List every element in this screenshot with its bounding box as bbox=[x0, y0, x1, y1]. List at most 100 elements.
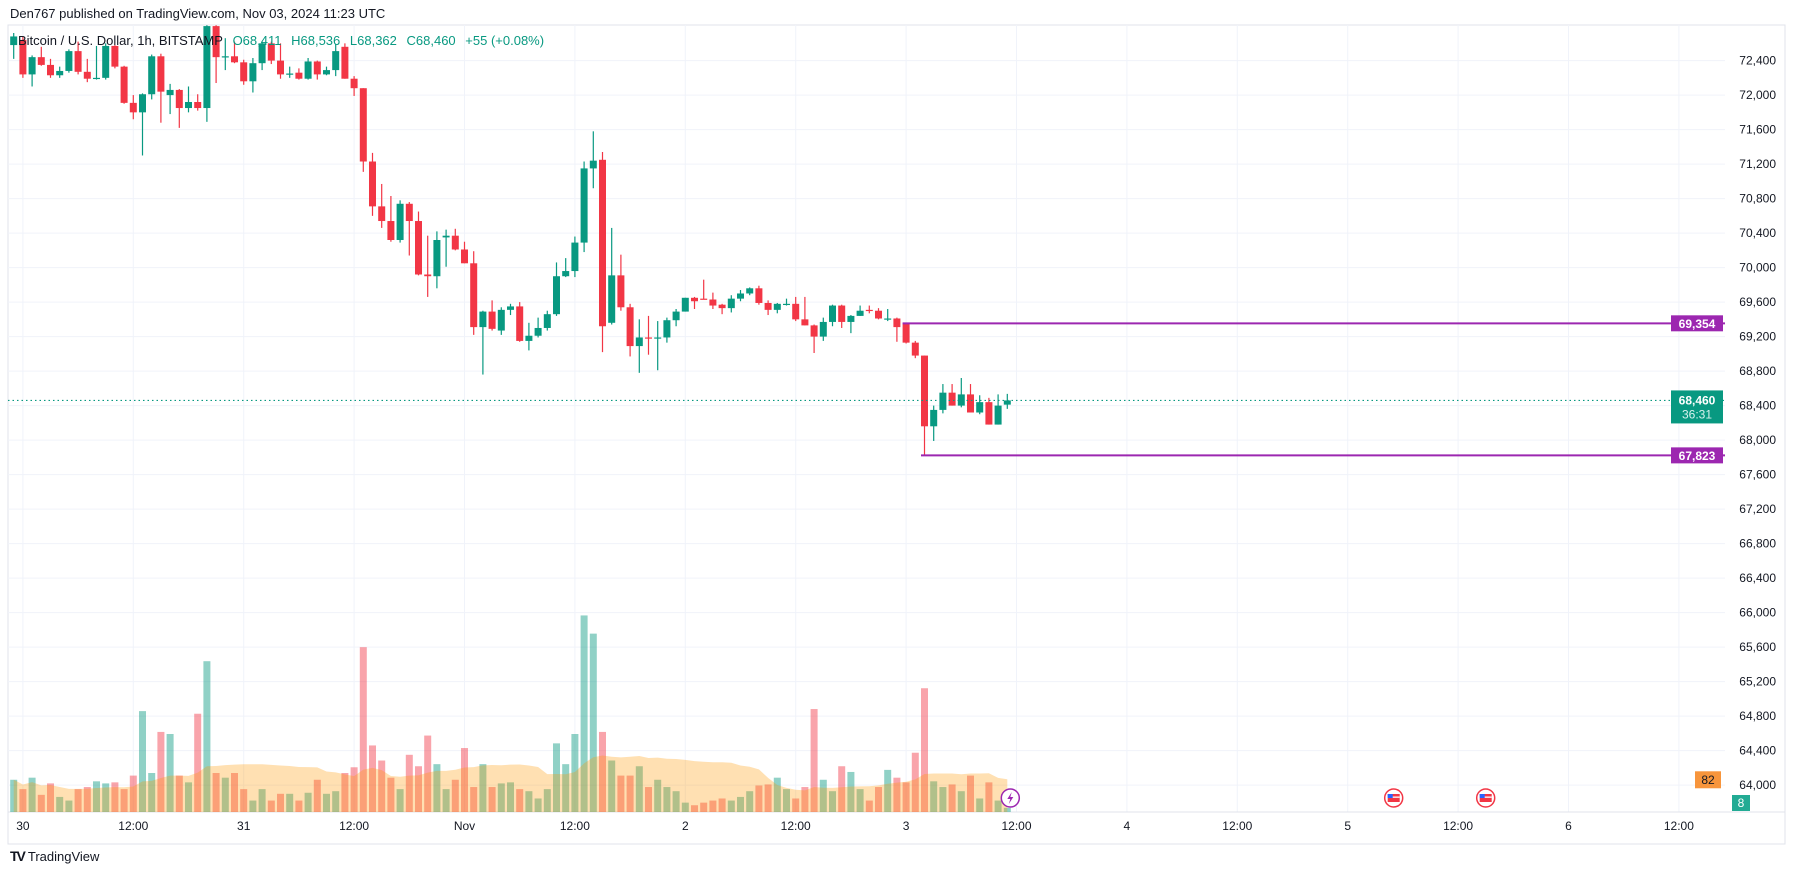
volume-bar bbox=[792, 798, 800, 812]
candle bbox=[451, 228, 459, 251]
volume-bar bbox=[553, 743, 560, 812]
candle-body bbox=[470, 263, 478, 328]
tradingview-logo[interactable]: TV TradingView bbox=[10, 848, 99, 864]
volume-ma-area bbox=[13, 755, 1008, 812]
x-tick-label: Nov bbox=[454, 819, 475, 833]
y-tick-label: 65,600 bbox=[1739, 640, 1776, 654]
us-flag-icon[interactable] bbox=[1383, 788, 1404, 808]
candle bbox=[111, 45, 119, 69]
candle-body bbox=[884, 318, 892, 320]
volume-bar bbox=[111, 782, 119, 812]
tradingview-logo-icon: TV bbox=[10, 848, 26, 864]
candle bbox=[755, 285, 763, 305]
volume-bar bbox=[654, 779, 662, 812]
candle bbox=[856, 305, 864, 316]
volume-bar bbox=[1003, 807, 1011, 812]
volume-bar bbox=[396, 789, 404, 812]
volume-bar bbox=[718, 798, 726, 812]
volume-bar bbox=[571, 734, 579, 812]
candle-body bbox=[764, 302, 772, 310]
volume-bar bbox=[994, 800, 1002, 812]
candle-body bbox=[773, 303, 781, 310]
candle bbox=[810, 324, 818, 353]
volume-bar bbox=[295, 800, 303, 812]
candle-body bbox=[304, 61, 312, 79]
candle bbox=[654, 321, 662, 371]
volume-bar bbox=[488, 787, 496, 812]
volume-bar bbox=[341, 773, 349, 812]
y-tick-label: 64,400 bbox=[1739, 744, 1776, 758]
candle bbox=[645, 315, 652, 355]
candle bbox=[571, 236, 579, 278]
volume-bar bbox=[166, 734, 174, 812]
volume-bar bbox=[249, 800, 257, 812]
volume-bar bbox=[240, 789, 248, 812]
volume-bar bbox=[139, 711, 146, 812]
candle bbox=[323, 66, 330, 76]
candle-body bbox=[451, 235, 459, 250]
candle-body bbox=[424, 274, 432, 277]
volume-bar bbox=[902, 782, 910, 812]
candle-body bbox=[709, 299, 717, 306]
candle bbox=[175, 89, 183, 128]
level-badge bbox=[1671, 447, 1723, 464]
candle bbox=[405, 202, 413, 256]
x-tick-label: 12:00 bbox=[1222, 819, 1252, 833]
us-flag-icon[interactable] bbox=[1475, 788, 1496, 808]
candle bbox=[764, 300, 772, 316]
volume-bar bbox=[221, 777, 229, 812]
volume-bar bbox=[258, 789, 266, 812]
candle-body bbox=[157, 56, 165, 92]
candle-body bbox=[700, 298, 708, 300]
y-tick-label: 71,600 bbox=[1739, 123, 1776, 137]
candle bbox=[497, 307, 505, 335]
symbol-name[interactable]: Bitcoin / U.S. Dollar, 1h, BITSTAMP bbox=[18, 33, 223, 48]
candle bbox=[212, 25, 220, 84]
volume-bar bbox=[985, 782, 993, 812]
volume-bar bbox=[332, 791, 340, 812]
candle-body bbox=[47, 64, 54, 76]
candle bbox=[985, 397, 993, 425]
y-tick-label: 70,800 bbox=[1739, 192, 1776, 206]
candle-body bbox=[599, 159, 606, 327]
candle bbox=[939, 384, 947, 414]
volume-bar bbox=[847, 771, 855, 812]
candle-body bbox=[838, 305, 846, 322]
candle bbox=[378, 183, 386, 228]
volume-bar bbox=[626, 775, 634, 812]
candle-body bbox=[479, 311, 487, 328]
candle-body bbox=[571, 242, 579, 272]
candle-body bbox=[323, 70, 330, 75]
candle bbox=[847, 315, 855, 334]
candle bbox=[47, 58, 54, 78]
candle bbox=[875, 308, 882, 320]
volume-bar bbox=[691, 805, 698, 812]
candle-body bbox=[525, 335, 533, 341]
volume-bar bbox=[424, 735, 432, 812]
volume-bar bbox=[801, 787, 809, 812]
candle-body bbox=[350, 78, 358, 89]
candle bbox=[10, 33, 18, 59]
level-badge bbox=[1671, 315, 1723, 332]
volume-bar bbox=[415, 766, 422, 812]
volume-bar bbox=[497, 783, 505, 812]
flag-stripes bbox=[1479, 794, 1492, 802]
candle-body bbox=[378, 206, 386, 222]
candle-body bbox=[801, 319, 809, 326]
volume-bar bbox=[957, 791, 965, 812]
candle-body bbox=[497, 309, 505, 331]
candle-body bbox=[28, 57, 36, 75]
candle bbox=[93, 45, 100, 80]
y-tick-label: 67,600 bbox=[1739, 468, 1776, 482]
candle bbox=[562, 258, 570, 278]
lightning-icon[interactable] bbox=[1000, 788, 1021, 808]
volume-bar bbox=[755, 785, 763, 812]
candle-body bbox=[893, 318, 901, 328]
candle bbox=[635, 319, 643, 373]
candle-body bbox=[562, 271, 570, 277]
candle bbox=[746, 287, 754, 296]
x-tick-label: 12:00 bbox=[339, 819, 369, 833]
candle-body bbox=[626, 307, 634, 347]
candle-body bbox=[313, 61, 321, 75]
